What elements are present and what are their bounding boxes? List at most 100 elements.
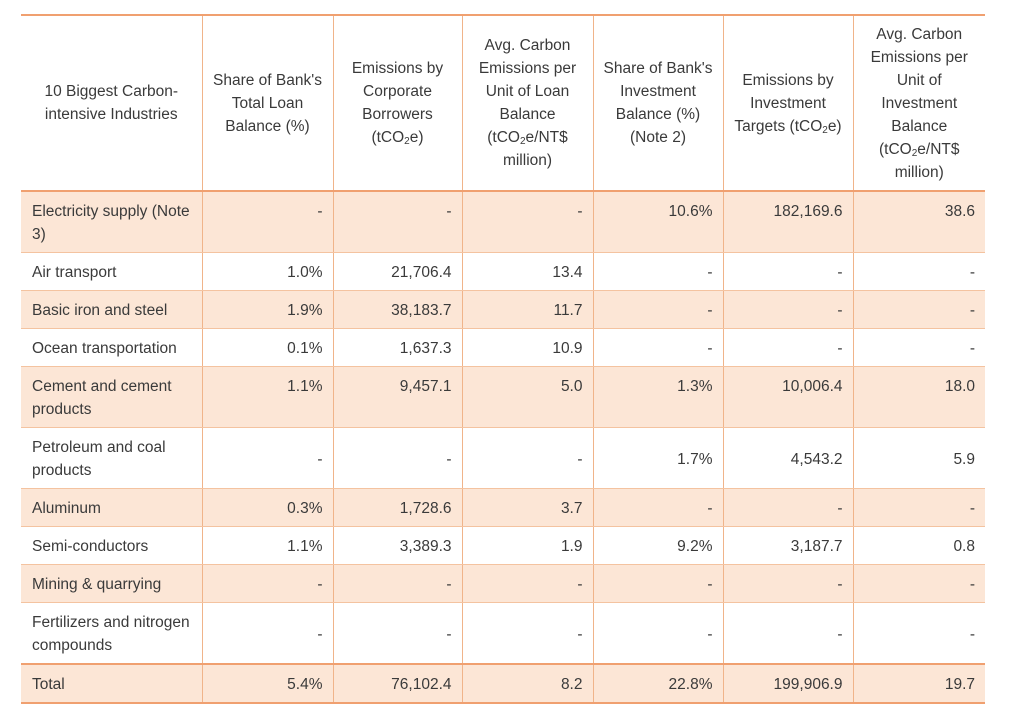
- header-avg-loan-unit: e/NT$ million): [502, 129, 568, 169]
- header-emissions-targets-unit: e): [827, 117, 842, 135]
- industry-name: Petroleum and coal products: [21, 427, 202, 489]
- total-loan-share: 5.4%: [201, 663, 333, 704]
- invest-share-cell: -: [592, 252, 723, 291]
- header-industry: 10 Biggest Carbon-intensive Industries: [21, 14, 202, 192]
- emissions-borrowers-cell: 1,728.6: [332, 488, 462, 527]
- avg-loan-cell: 11.7: [461, 290, 593, 329]
- avg-invest-cell: 5.9: [852, 427, 985, 489]
- invest-share-cell: -: [592, 564, 723, 603]
- total-label: Total: [21, 663, 202, 704]
- emissions-targets-cell: 10,006.4: [722, 366, 853, 428]
- table-row: Mining & quarrying - - - - - -: [21, 564, 985, 603]
- total-row: Total 5.4% 76,102.4 8.2 22.8% 199,906.9 …: [21, 663, 985, 704]
- header-avg-invest-unit: e/NT$ million): [894, 140, 960, 181]
- header-emissions-borrowers-unit: e): [409, 129, 424, 146]
- avg-invest-cell: -: [852, 290, 985, 329]
- emissions-borrowers-cell: 21,706.4: [332, 252, 462, 291]
- table-row: Petroleum and coal products - - - 1.7% 4…: [21, 427, 985, 489]
- avg-invest-cell: -: [852, 564, 985, 603]
- avg-invest-cell: 18.0: [852, 366, 985, 428]
- invest-share-cell: -: [592, 290, 723, 329]
- loan-share-cell: 1.9%: [201, 290, 333, 329]
- header-avg-loan-text: Avg. Carbon Emissions per Unit of Loan B…: [478, 37, 577, 146]
- industry-name: Ocean transportation: [21, 328, 202, 367]
- table-row: Electricity supply (Note 3) - - - 10.6% …: [21, 191, 985, 253]
- avg-invest-cell: 38.6: [852, 191, 985, 253]
- emissions-borrowers-cell: 9,457.1: [332, 366, 462, 428]
- avg-loan-cell: -: [461, 602, 593, 665]
- emissions-borrowers-cell: 38,183.7: [332, 290, 462, 329]
- emissions-targets-cell: -: [722, 290, 853, 329]
- total-invest-share: 22.8%: [592, 663, 723, 704]
- invest-share-cell: -: [592, 488, 723, 527]
- avg-invest-cell: -: [852, 602, 985, 665]
- subscript-2: 2: [519, 136, 526, 147]
- table-row: Cement and cement products 1.1% 9,457.1 …: [21, 366, 985, 428]
- avg-invest-cell: -: [852, 488, 985, 527]
- invest-share-cell: 9.2%: [592, 526, 723, 565]
- industry-name: Cement and cement products: [21, 366, 202, 428]
- avg-invest-cell: -: [852, 252, 985, 291]
- emissions-targets-cell: -: [722, 252, 853, 291]
- invest-share-cell: -: [592, 328, 723, 367]
- industry-name: Basic iron and steel: [21, 290, 202, 329]
- loan-share-cell: -: [201, 191, 333, 253]
- table-row: Basic iron and steel 1.9% 38,183.7 11.7 …: [21, 290, 985, 329]
- header-avg-loan: Avg. Carbon Emissions per Unit of Loan B…: [461, 14, 593, 192]
- avg-loan-cell: -: [461, 564, 593, 603]
- avg-loan-cell: 13.4: [461, 252, 593, 291]
- header-avg-invest-text: Avg. Carbon Emissions per Unit of Invest…: [870, 25, 968, 158]
- industry-name: Semi-conductors: [21, 526, 202, 565]
- table-row: Semi-conductors 1.1% 3,389.3 1.9 9.2% 3,…: [21, 526, 985, 565]
- total-emissions-targets: 199,906.9: [722, 663, 853, 704]
- avg-loan-cell: 1.9: [461, 526, 593, 565]
- industry-name: Air transport: [21, 252, 202, 291]
- table-row: Aluminum 0.3% 1,728.6 3.7 - - -: [21, 488, 985, 527]
- emissions-borrowers-cell: 3,389.3: [332, 526, 462, 565]
- total-avg-invest: 19.7: [852, 663, 985, 704]
- table-row: Air transport 1.0% 21,706.4 13.4 - - -: [21, 252, 985, 291]
- industry-name: Mining & quarrying: [21, 564, 202, 603]
- header-loan-share: Share of Bank's Total Loan Balance (%): [201, 14, 333, 192]
- invest-share-cell: 10.6%: [592, 191, 723, 253]
- total-emissions-borrowers: 76,102.4: [332, 663, 462, 704]
- emissions-table-container: 10 Biggest Carbon-intensive Industries S…: [21, 14, 985, 704]
- emissions-targets-cell: 182,169.6: [722, 191, 853, 253]
- emissions-borrowers-cell: -: [332, 191, 462, 253]
- emissions-borrowers-cell: -: [332, 564, 462, 603]
- emissions-targets-cell: 3,187.7: [722, 526, 853, 565]
- invest-share-cell: 1.7%: [592, 427, 723, 489]
- table-row: Fertilizers and nitrogen compounds - - -…: [21, 602, 985, 665]
- loan-share-cell: 1.1%: [201, 526, 333, 565]
- industry-name: Aluminum: [21, 488, 202, 527]
- table-row: Ocean transportation 0.1% 1,637.3 10.9 -…: [21, 328, 985, 367]
- emissions-targets-cell: -: [722, 328, 853, 367]
- avg-invest-cell: 0.8: [852, 526, 985, 565]
- carbon-emissions-table: 10 Biggest Carbon-intensive Industries S…: [21, 14, 985, 704]
- avg-loan-cell: -: [461, 427, 593, 489]
- invest-share-cell: -: [592, 602, 723, 665]
- subscript-2: 2: [404, 136, 410, 147]
- emissions-borrowers-cell: -: [332, 427, 462, 489]
- industry-name: Fertilizers and nitrogen compounds: [21, 602, 202, 665]
- emissions-targets-cell: -: [722, 488, 853, 527]
- subscript-2: 2: [911, 147, 918, 159]
- loan-share-cell: -: [201, 602, 333, 665]
- invest-share-cell: 1.3%: [592, 366, 723, 428]
- header-emissions-borrowers-text: Emissions by Corporate Borrowers (tCO: [351, 60, 444, 146]
- loan-share-cell: 0.3%: [201, 488, 333, 527]
- avg-loan-cell: 3.7: [461, 488, 593, 527]
- emissions-targets-cell: 4,543.2: [722, 427, 853, 489]
- header-avg-invest: Avg. Carbon Emissions per Unit of Invest…: [852, 14, 985, 192]
- loan-share-cell: 1.1%: [201, 366, 333, 428]
- avg-loan-cell: 10.9: [461, 328, 593, 367]
- loan-share-cell: 0.1%: [201, 328, 333, 367]
- emissions-targets-cell: -: [722, 564, 853, 603]
- subscript-2: 2: [822, 124, 828, 136]
- header-invest-share: Share of Bank's Investment Balance (%) (…: [592, 14, 723, 192]
- loan-share-cell: 1.0%: [201, 252, 333, 291]
- loan-share-cell: -: [201, 427, 333, 489]
- loan-share-cell: -: [201, 564, 333, 603]
- header-emissions-targets-text: Emissions by Investment Targets (tCO: [734, 71, 834, 135]
- emissions-targets-cell: -: [722, 602, 853, 665]
